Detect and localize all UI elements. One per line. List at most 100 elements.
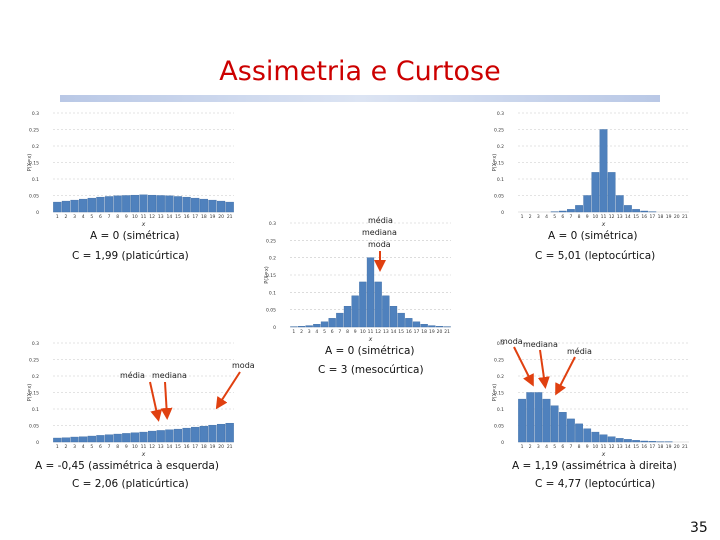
x-tick-label: 3 (73, 214, 76, 220)
x-tick-label: 21 (682, 444, 688, 450)
arrow-mediana-bottom-left (160, 381, 173, 420)
bar (389, 305, 398, 328)
y-tick-label: 0.05 (266, 308, 276, 314)
bar (182, 196, 191, 213)
bar (96, 435, 105, 443)
x-tick-label: 18 (201, 444, 207, 450)
bar (632, 440, 640, 443)
x-tick-label: 9 (125, 214, 128, 220)
arrow-media-bottom-right (555, 356, 576, 396)
y-tick-label: 0.1 (32, 407, 39, 413)
x-tick-label: 9 (125, 444, 128, 450)
y-tick-label: 0.15 (29, 391, 39, 397)
x-tick-label: 2 (529, 444, 532, 450)
x-tick-label: 12 (609, 214, 615, 220)
bar (336, 312, 344, 328)
bar (113, 433, 122, 443)
y-tick-label: 0.3 (32, 111, 39, 117)
x-tick-label: 12 (149, 444, 155, 450)
x-tick-label: 8 (116, 444, 119, 450)
x-tick-label: 2 (64, 444, 67, 450)
bar (542, 398, 551, 443)
x-tick-label: 21 (444, 329, 450, 335)
bar (122, 433, 131, 443)
x-tick-label: 15 (175, 214, 181, 220)
bar (583, 195, 592, 213)
arrow-moda-bottom-left (215, 371, 241, 410)
bar (615, 195, 624, 213)
slide-title: Assimetria e Curtose (219, 56, 501, 87)
y-tick-label: 0 (36, 440, 39, 446)
annotation-moda-bottom-left: moda (232, 361, 255, 370)
bar (191, 426, 200, 443)
x-tick-label: 16 (184, 214, 190, 220)
stat-assimetria-top-left: A = 0 (simétrica) (90, 230, 180, 242)
x-tick-label: 11 (601, 214, 607, 220)
bar (640, 440, 649, 443)
x-tick-label: 14 (625, 444, 631, 450)
x-tick-label: 4 (82, 214, 85, 220)
bar (405, 318, 413, 328)
y-tick-label: 0.3 (497, 341, 504, 347)
bar (156, 195, 165, 213)
bar (96, 196, 105, 213)
x-tick-label: 1 (292, 329, 295, 335)
x-axis-label: x (141, 451, 146, 458)
bar (148, 430, 157, 443)
x-tick-label: 5 (90, 444, 93, 450)
x-tick-label: 16 (406, 329, 412, 335)
y-tick-label: 0.25 (494, 358, 504, 364)
bar (558, 412, 567, 443)
x-tick-label: 11 (141, 444, 147, 450)
x-tick-label: 7 (338, 329, 341, 335)
stat-curtose-top-left: C = 1,99 (platicúrtica) (72, 250, 189, 262)
x-tick-label: 10 (592, 444, 598, 450)
stat-curtose-bottom-right: C = 4,77 (leptocúrtica) (535, 478, 656, 490)
annotation-media-center: média (368, 216, 393, 225)
x-tick-label: 19 (210, 444, 216, 450)
bar (575, 205, 583, 213)
y-tick-label: 0.05 (494, 424, 504, 430)
y-tick-label: 0.1 (497, 177, 504, 183)
bar (130, 432, 139, 443)
x-tick-label: 14 (625, 214, 631, 220)
x-tick-label: 6 (561, 214, 564, 220)
x-tick-label: 14 (166, 444, 172, 450)
x-tick-label: 3 (308, 329, 311, 335)
y-tick-label: 0.3 (269, 221, 276, 227)
y-tick-label: 0.15 (266, 273, 276, 279)
bar (382, 295, 390, 328)
bar (208, 424, 217, 443)
bar (550, 405, 559, 443)
x-tick-label: 3 (537, 214, 540, 220)
y-axis-label: P(X=x) (27, 384, 33, 402)
x-tick-label: 9 (586, 214, 589, 220)
x-tick-label: 8 (578, 214, 581, 220)
x-tick-label: 2 (529, 214, 532, 220)
y-tick-label: 0.1 (32, 177, 39, 183)
y-tick-label: 0.2 (269, 256, 276, 262)
bar (624, 205, 632, 213)
x-tick-label: 17 (192, 214, 198, 220)
bar (191, 197, 200, 213)
chart-center: 00.050.10.150.20.250.3P(X=x)1 2 3 4 5 6 7 8 9 10 1… (264, 221, 451, 343)
y-tick-label: 0.15 (494, 161, 504, 167)
x-tick-label: 4 (545, 214, 548, 220)
x-tick-label: 6 (561, 444, 564, 450)
y-axis-label: P(X=x) (264, 266, 270, 284)
y-tick-label: 0.2 (32, 374, 39, 380)
y-tick-label: 0.3 (32, 341, 39, 347)
x-tick-label: 11 (141, 214, 147, 220)
y-tick-label: 0.05 (494, 194, 504, 200)
bar (225, 201, 234, 213)
bar (53, 437, 62, 443)
bar (165, 195, 174, 213)
x-tick-label: 4 (315, 329, 318, 335)
x-tick-label: 15 (175, 444, 181, 450)
x-tick-label: 19 (666, 214, 672, 220)
y-tick-label: 0 (501, 440, 504, 446)
stat-assimetria-center: A = 0 (simétrica) (325, 345, 415, 357)
bar (320, 321, 329, 328)
bar (583, 428, 592, 443)
bar (156, 430, 165, 443)
